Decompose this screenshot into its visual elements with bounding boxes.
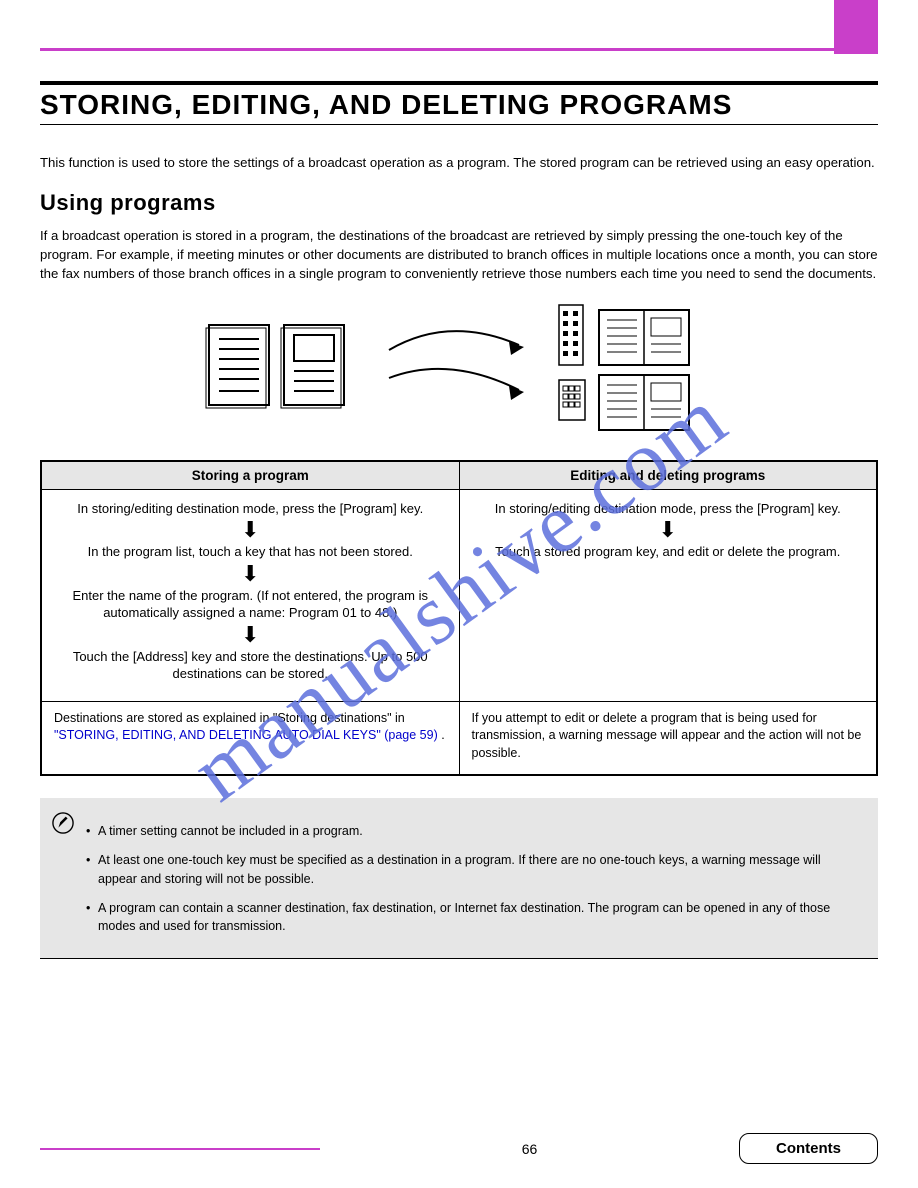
contents-button[interactable]: Contents bbox=[739, 1133, 878, 1164]
page-content: STORING, EDITING, AND DELETING PROGRAMS … bbox=[0, 0, 918, 959]
store-note-prefix: Destinations are stored as explained in … bbox=[54, 711, 405, 725]
pencil-icon bbox=[52, 812, 74, 834]
intro-paragraph: This function is used to store the setti… bbox=[40, 153, 878, 172]
program-subheading: Using programs bbox=[40, 190, 878, 216]
procedure-table: Storing a program Editing and deleting p… bbox=[40, 460, 878, 777]
down-arrow-icon: ⬇ bbox=[70, 563, 431, 585]
store-step-3: Enter the name of the program. (If not e… bbox=[70, 587, 431, 622]
section-heading-text: STORING, EDITING, AND DELETING PROGRAMS bbox=[40, 84, 878, 121]
program-description: If a broadcast operation is stored in a … bbox=[40, 226, 878, 283]
store-step-4: Touch the [Address] key and store the de… bbox=[70, 648, 431, 683]
down-arrow-icon: ⬇ bbox=[488, 519, 849, 541]
page-number: 66 bbox=[522, 1141, 538, 1157]
notes-panel: A timer setting cannot be included in a … bbox=[40, 798, 878, 959]
store-step-1: In storing/editing destination mode, pre… bbox=[70, 500, 431, 518]
table-header-store: Storing a program bbox=[42, 461, 460, 489]
edit-step-1: In storing/editing destination mode, pre… bbox=[488, 500, 849, 518]
section-heading: STORING, EDITING, AND DELETING PROGRAMS bbox=[40, 81, 878, 125]
note-item-1: A timer setting cannot be included in a … bbox=[86, 822, 860, 841]
store-note-suffix: . bbox=[441, 728, 444, 742]
note-item-3: A program can contain a scanner destinat… bbox=[86, 899, 860, 937]
top-accent-rule bbox=[40, 48, 878, 51]
store-note-cell: Destinations are stored as explained in … bbox=[42, 701, 460, 775]
note-item-2: At least one one-touch key must be speci… bbox=[86, 851, 860, 889]
down-arrow-icon: ⬇ bbox=[70, 624, 431, 646]
diagram-svg bbox=[40, 300, 878, 450]
edit-flow-cell: In storing/editing destination mode, pre… bbox=[459, 489, 877, 701]
edit-note-cell: If you attempt to edit or delete a progr… bbox=[459, 701, 877, 775]
footer-accent-rule bbox=[40, 1148, 320, 1150]
broadcast-diagram bbox=[40, 300, 878, 450]
cross-reference-link[interactable]: "STORING, EDITING, AND DELETING AUTO DIA… bbox=[54, 728, 438, 742]
store-flow-cell: In storing/editing destination mode, pre… bbox=[42, 489, 460, 701]
table-header-edit: Editing and deleting programs bbox=[459, 461, 877, 489]
store-step-2: In the program list, touch a key that ha… bbox=[70, 543, 431, 561]
page-footer: 66 Contents bbox=[40, 1133, 878, 1164]
down-arrow-icon: ⬇ bbox=[70, 519, 431, 541]
edit-step-2: Touch a stored program key, and edit or … bbox=[488, 543, 849, 561]
